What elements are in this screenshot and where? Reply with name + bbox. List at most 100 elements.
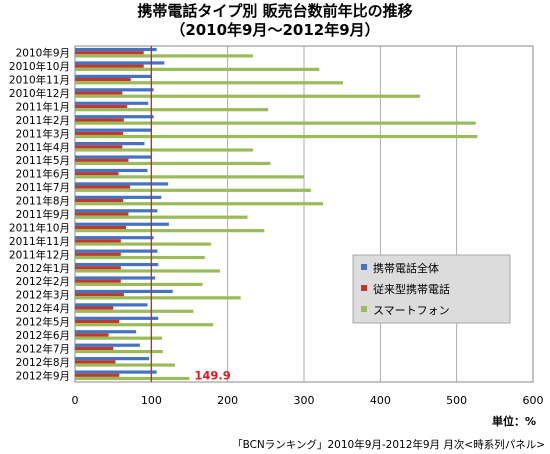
- bar: [75, 242, 211, 246]
- bar: [75, 360, 116, 364]
- y-category-label: 2012年7月: [16, 342, 70, 355]
- bar: [75, 319, 120, 324]
- bar: [75, 121, 476, 125]
- legend-swatch: [361, 285, 367, 291]
- legend-swatch: [361, 306, 367, 312]
- bar: [75, 67, 320, 71]
- y-category-label: 2010年11月: [9, 74, 70, 87]
- bar: [75, 336, 163, 340]
- bar: [75, 188, 311, 192]
- y-category-label: 2010年10月: [9, 60, 70, 73]
- bar: [75, 78, 131, 82]
- y-category-label: 2011年3月: [16, 127, 70, 140]
- bar: [75, 185, 130, 189]
- bar: [75, 330, 137, 334]
- y-category-label: 2011年2月: [16, 114, 70, 127]
- legend-label: 携帯電話全体: [373, 261, 439, 275]
- bar: [75, 357, 150, 361]
- bar: [75, 289, 173, 294]
- y-category-label: 2012年1月: [16, 262, 70, 275]
- bar: [75, 61, 165, 65]
- chart-subtitle: （2010年9月～2012年9月）: [170, 21, 379, 39]
- y-category-label: 2012年2月: [16, 275, 70, 288]
- bar: [75, 51, 144, 55]
- legend-label: 従来型携帯電話: [373, 282, 450, 296]
- bar: [75, 282, 203, 286]
- bar: [75, 198, 124, 203]
- y-category-label: 2012年3月: [16, 289, 70, 302]
- bar: [75, 252, 121, 256]
- bar: [75, 148, 253, 152]
- bar: [75, 239, 121, 243]
- bar: [75, 212, 129, 216]
- bar: [75, 266, 121, 270]
- bar: [75, 303, 148, 307]
- y-category-label: 2012年8月: [16, 356, 70, 369]
- bar: [75, 142, 145, 146]
- bar: [75, 346, 114, 350]
- bar: [75, 249, 158, 253]
- bar: [75, 293, 124, 297]
- y-category-label: 2010年9月: [16, 47, 70, 60]
- bar: [75, 131, 124, 135]
- y-category-label: 2010年12月: [9, 87, 70, 100]
- bar: [75, 81, 343, 85]
- bar: [75, 134, 478, 139]
- y-category-label: 2012年5月: [16, 316, 70, 329]
- bar: [75, 118, 124, 122]
- x-tick-label: 100: [141, 394, 162, 407]
- source-note: 「BCNランキング」2010年9月-2012年9月 月次<時系列パネル>: [232, 438, 545, 451]
- bar: [75, 94, 421, 98]
- bar: [75, 363, 175, 367]
- chart-title: 携帯電話タイプ別 販売台数前年比の推移: [137, 2, 412, 20]
- bar: [75, 309, 194, 313]
- bar: [75, 91, 123, 95]
- legend-box: [352, 254, 511, 324]
- y-category-label: 2012年6月: [16, 329, 70, 342]
- bar: [75, 168, 148, 173]
- bar: [75, 175, 304, 179]
- bar: [75, 229, 265, 233]
- bar: [75, 376, 190, 381]
- bar: [75, 296, 241, 300]
- bar: [75, 222, 169, 226]
- bar: [75, 343, 140, 347]
- bar: [75, 158, 129, 162]
- y-category-label: 2011年10月: [9, 221, 70, 234]
- bar: [75, 195, 162, 199]
- y-category-label: 2011年9月: [16, 208, 70, 221]
- bar: [75, 373, 120, 377]
- y-category-label: 2012年4月: [16, 302, 70, 315]
- y-category-label: 2011年5月: [16, 154, 70, 167]
- bar: [75, 316, 159, 320]
- x-tick-label: 500: [446, 394, 467, 407]
- x-tick-label: 600: [523, 394, 544, 407]
- bar: [75, 255, 205, 260]
- bar: [75, 215, 248, 219]
- bar: [75, 202, 324, 206]
- bar: [75, 145, 123, 149]
- bar: [75, 236, 154, 240]
- bar: [75, 209, 158, 213]
- bar: [75, 128, 152, 132]
- bar: [75, 161, 271, 166]
- bar: [75, 54, 253, 58]
- bar: [75, 155, 152, 159]
- bar: [75, 108, 269, 112]
- unit-label: 単位：%: [492, 414, 536, 428]
- legend-swatch: [361, 264, 367, 270]
- y-category-label: 2011年11月: [9, 235, 70, 248]
- bar: [75, 279, 121, 283]
- bar: [75, 269, 221, 273]
- legend-label: スマートフォン: [373, 304, 450, 317]
- bar: [75, 350, 163, 354]
- bar: [75, 104, 127, 109]
- bar: [75, 370, 157, 374]
- bar: [75, 182, 169, 186]
- y-category-label: 2011年8月: [16, 195, 70, 208]
- bar: [75, 306, 114, 310]
- y-category-label: 2011年6月: [16, 168, 70, 181]
- x-tick-label: 400: [370, 394, 391, 407]
